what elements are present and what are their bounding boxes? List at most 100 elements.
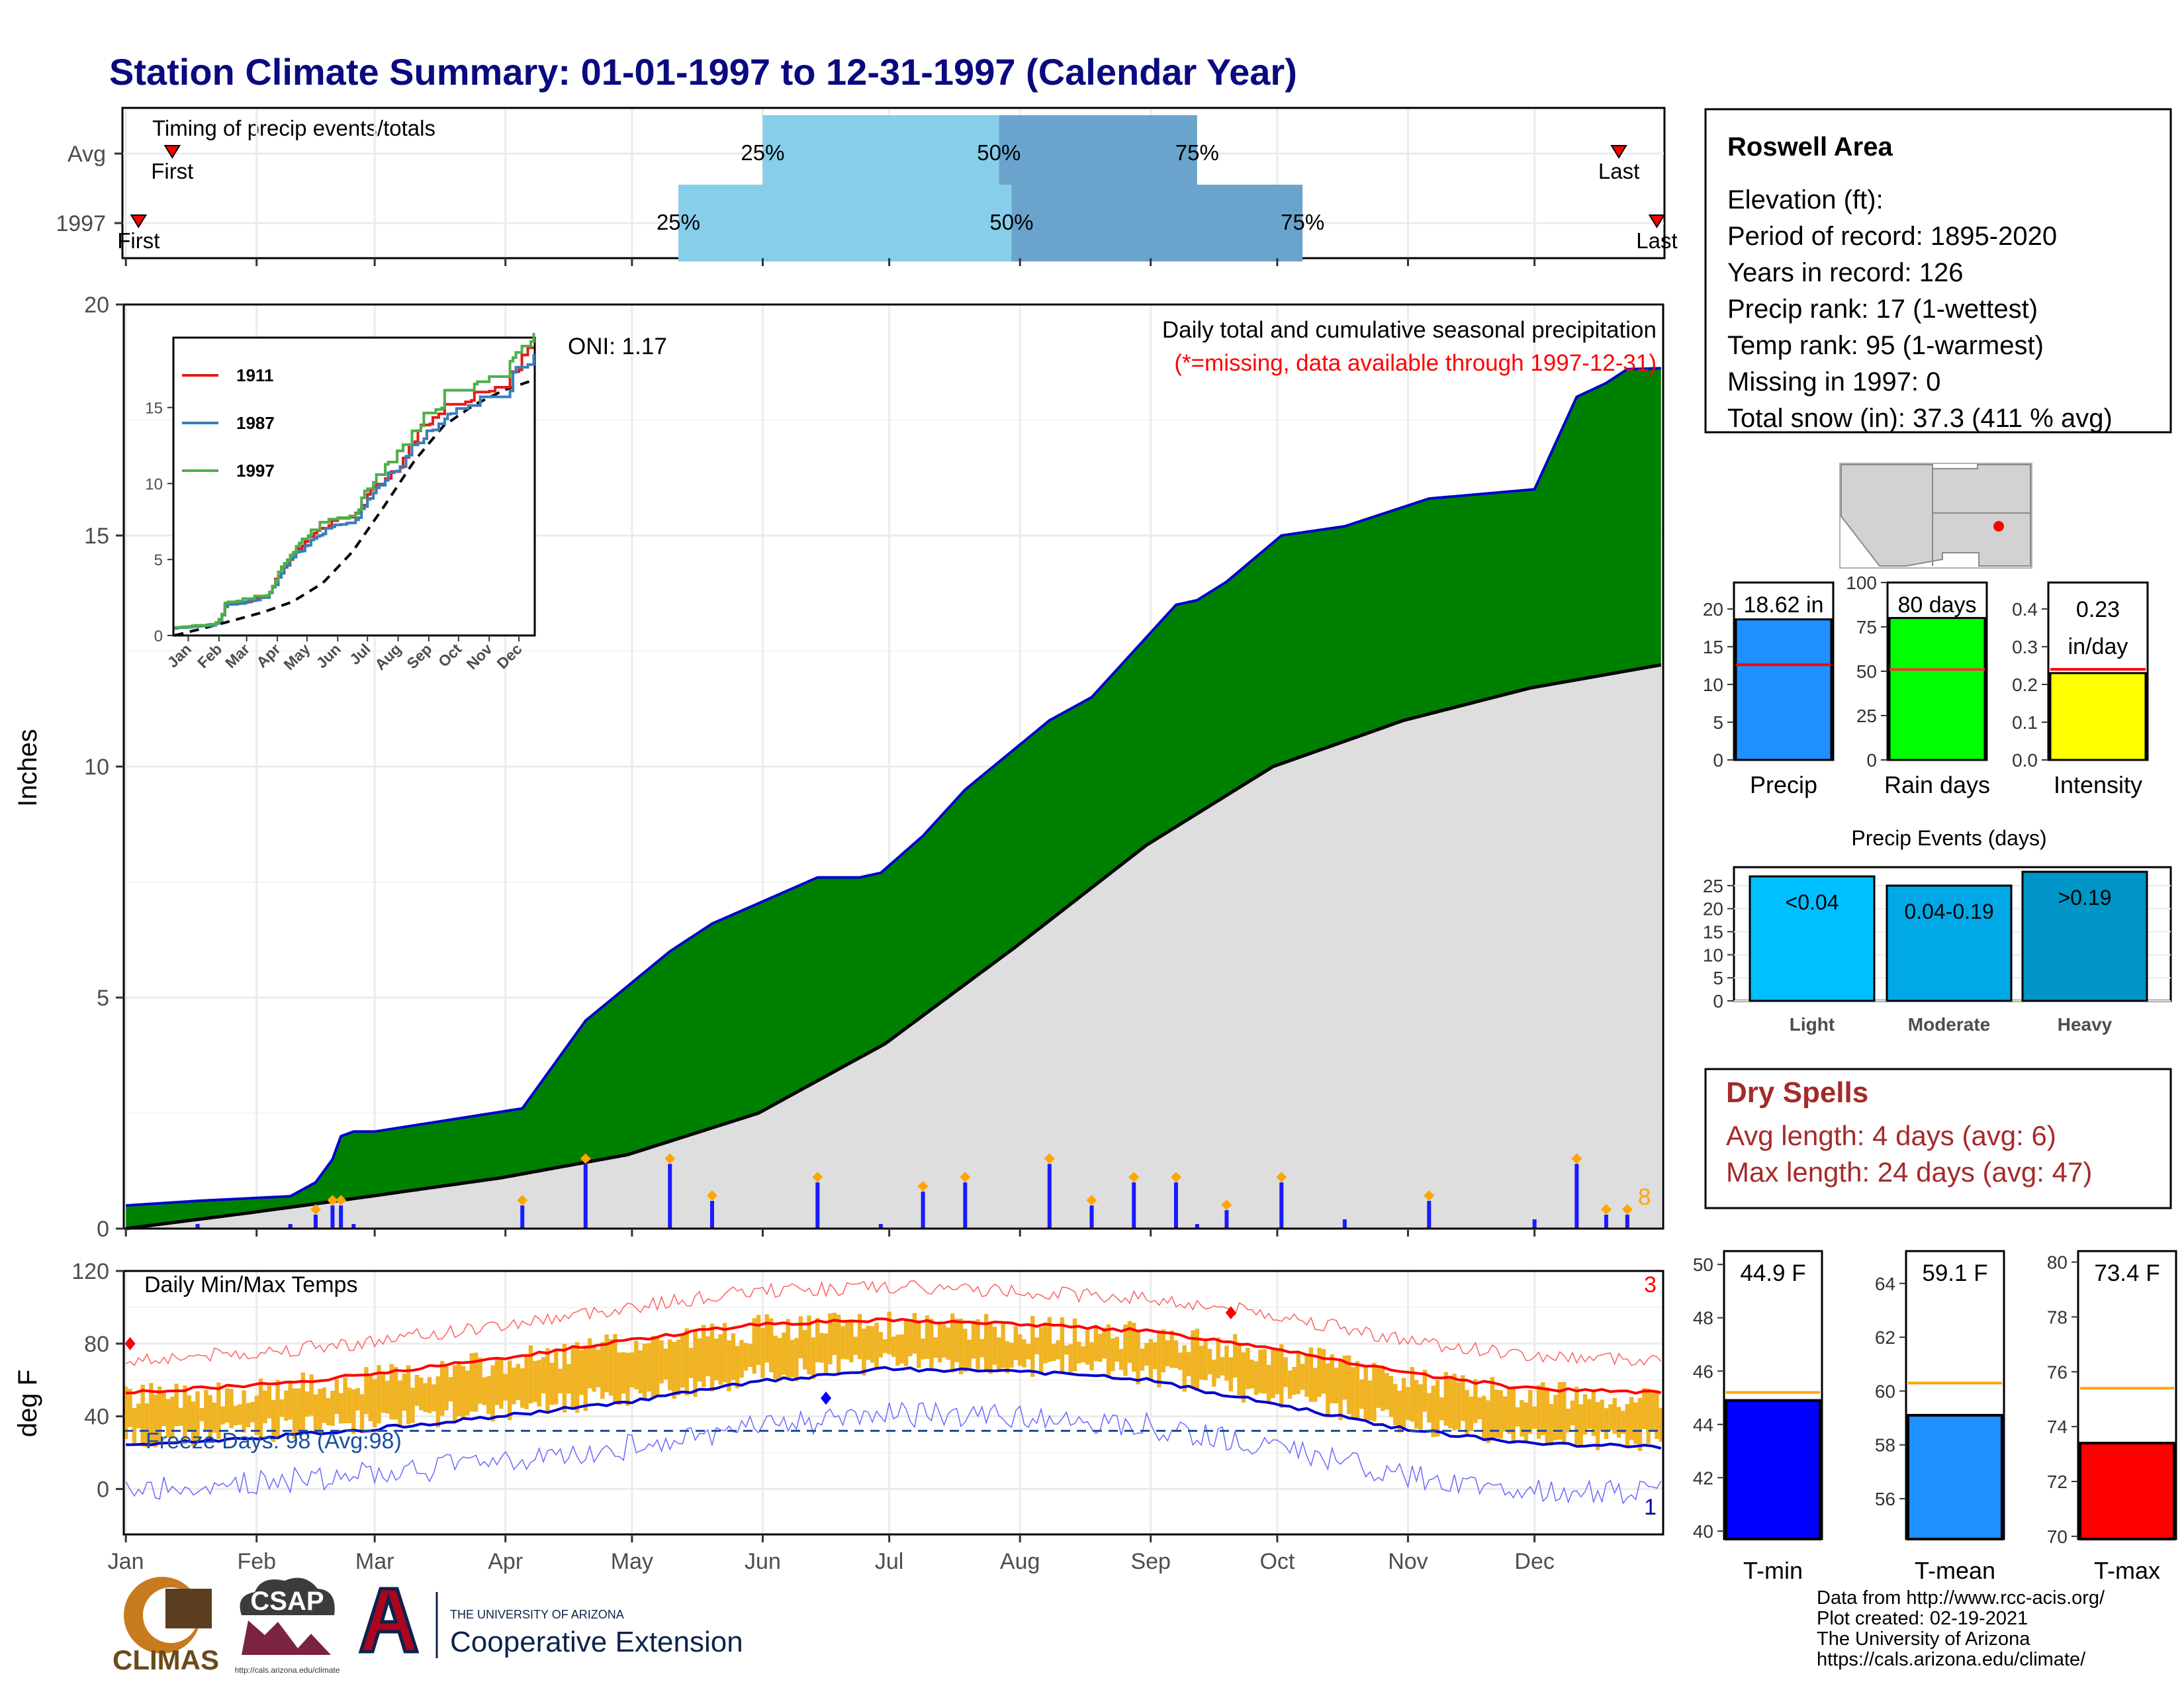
daily-temp-bar — [579, 1350, 584, 1395]
daily-temp-bar — [208, 1395, 212, 1442]
daily-temp-bar — [224, 1388, 230, 1423]
temp-title: Daily Min/Max Temps — [144, 1272, 357, 1297]
temp-summary-value-label: 59.1 F — [1922, 1260, 1987, 1286]
timing-row-Avg: 25% 50% 75% First Last Avg — [68, 115, 1664, 192]
temp-summary-value-label: 73.4 F — [2094, 1260, 2160, 1286]
daily-temp-bar — [183, 1385, 187, 1444]
daily-temp-bar — [1494, 1389, 1499, 1438]
daily-temp-bar — [1393, 1383, 1398, 1425]
temp-summary-y-label: 50 — [1693, 1254, 1713, 1275]
summary-bar-x-label: Precip — [1750, 771, 1817, 798]
events-y-label: 10 — [1703, 945, 1723, 965]
daily-temp-bar — [355, 1387, 360, 1411]
daily-temp-bar — [1633, 1402, 1638, 1444]
daily-temp-bar — [587, 1338, 592, 1389]
extreme-event-marker — [1086, 1195, 1097, 1206]
daily-temp-bar — [1418, 1384, 1423, 1430]
timing-q50-label: 50% — [977, 140, 1021, 165]
daily-temp-bar — [1502, 1396, 1508, 1432]
daily-temp-bar — [1292, 1366, 1297, 1395]
daily-temp-bar — [629, 1352, 635, 1387]
daily-temp-bar — [178, 1407, 183, 1426]
daily-temp-bar — [1621, 1411, 1625, 1434]
daily-temp-bar — [1359, 1379, 1364, 1409]
daily-precip-bar — [288, 1224, 293, 1229]
ua-logo[interactable]: THE UNIVERSITY OF ARIZONA Cooperative Ex… — [358, 1587, 743, 1658]
daily-temp-bar — [1317, 1348, 1322, 1397]
inset-y-tick-label: 15 — [145, 400, 163, 418]
daily-precip-bar — [1604, 1215, 1608, 1229]
daily-temp-bar — [617, 1352, 621, 1405]
daily-temp-bar — [1308, 1347, 1314, 1402]
summary-bar-unit-label: in/day — [2068, 634, 2128, 659]
daily-temp-bar — [1140, 1348, 1145, 1371]
daily-temp-bar — [1397, 1390, 1402, 1433]
extreme-event-marker — [517, 1195, 528, 1206]
temp-summary-x-label: T-max — [2094, 1557, 2160, 1584]
daily-temp-bar — [676, 1339, 681, 1395]
daily-temp-bar — [305, 1391, 310, 1417]
daily-precip-bars — [195, 1153, 1663, 1229]
daily-temp-bar — [1169, 1330, 1174, 1368]
precip-missing-note: (*=missing, data available through 1997-… — [1174, 350, 1657, 376]
daily-temp-bar — [878, 1332, 884, 1358]
summary-bar-y-label: 0.0 — [2012, 750, 2038, 771]
temp-summary-value-label: 44.9 F — [1740, 1260, 1805, 1286]
daily-temp-bar — [887, 1311, 891, 1355]
daily-temp-bar — [748, 1344, 752, 1368]
daily-temp-bar — [782, 1332, 786, 1375]
inset-legend-label-1997: 1997 — [236, 461, 275, 481]
daily-temp-bar — [1650, 1389, 1655, 1432]
daily-precip-bar — [1047, 1164, 1052, 1229]
daily-precip-bar — [583, 1164, 588, 1229]
daily-temp-bar — [997, 1337, 1001, 1372]
daily-precip-bar — [1132, 1182, 1136, 1229]
timing-last-label: Last — [1598, 159, 1639, 183]
daily-temp-bar — [764, 1314, 770, 1363]
daily-temp-bar — [1195, 1329, 1200, 1391]
daily-temp-bar — [1207, 1348, 1212, 1375]
temp-summary-fill — [2079, 1442, 2175, 1540]
daily-temp-bar — [1115, 1336, 1119, 1362]
daily-temp-bar — [1481, 1395, 1486, 1440]
daily-temp-bar — [1013, 1326, 1019, 1360]
daily-precip-bar — [878, 1224, 883, 1229]
daily-temp-bar — [680, 1334, 685, 1388]
ua-small-text: THE UNIVERSITY OF ARIZONA — [450, 1608, 624, 1621]
timing-first-marker — [163, 145, 181, 159]
daily-temp-bar — [1477, 1397, 1482, 1419]
daily-temp-bar — [1347, 1355, 1351, 1415]
summary-bar-y-label: 75 — [1856, 617, 1877, 637]
events-bar-label: <0.04 — [1786, 890, 1839, 914]
temp-summary-y-label: 78 — [2047, 1307, 2068, 1327]
daily-temp-bar — [1085, 1330, 1090, 1365]
summary-bar-y-label: 0.3 — [2012, 637, 2038, 657]
daily-temp-bar — [1237, 1342, 1242, 1395]
daily-temp-bar — [258, 1378, 263, 1438]
climas-logo[interactable]: CLIMAS — [113, 1577, 219, 1675]
daily-temp-bar — [144, 1403, 150, 1448]
timing-q75-label: 75% — [1175, 140, 1219, 165]
temp-summary-y-label: 46 — [1693, 1361, 1713, 1382]
daily-temp-bar — [1321, 1348, 1326, 1394]
csap-logo[interactable]: CSAP http://cals.arizona.edu/climate — [235, 1577, 340, 1675]
daily-temp-bar — [494, 1357, 500, 1405]
ua-big-text: Cooperative Extension — [450, 1626, 743, 1658]
daily-temp-bar — [1127, 1321, 1132, 1363]
daily-temp-bar — [794, 1338, 799, 1382]
temp-summary-x-label: T-mean — [1915, 1557, 1995, 1584]
daily-temp-bar — [473, 1352, 478, 1412]
summary-bar-fill — [2049, 672, 2147, 761]
precip-y-axis: 0 5 10 15 20 — [84, 293, 1536, 1242]
daily-temp-bar — [1173, 1340, 1179, 1368]
daily-precip-bar — [313, 1215, 318, 1229]
daily-temp-bar — [359, 1394, 365, 1434]
daily-temp-bar — [275, 1380, 280, 1437]
daily-temp-bar — [1452, 1374, 1457, 1430]
daily-temp-bar — [132, 1408, 137, 1445]
daily-temp-bar — [786, 1319, 790, 1378]
daily-temp-bar — [377, 1365, 381, 1424]
summary-bar-value-label: 18.62 in — [1744, 592, 1824, 618]
timing-last-marker — [1610, 145, 1627, 159]
